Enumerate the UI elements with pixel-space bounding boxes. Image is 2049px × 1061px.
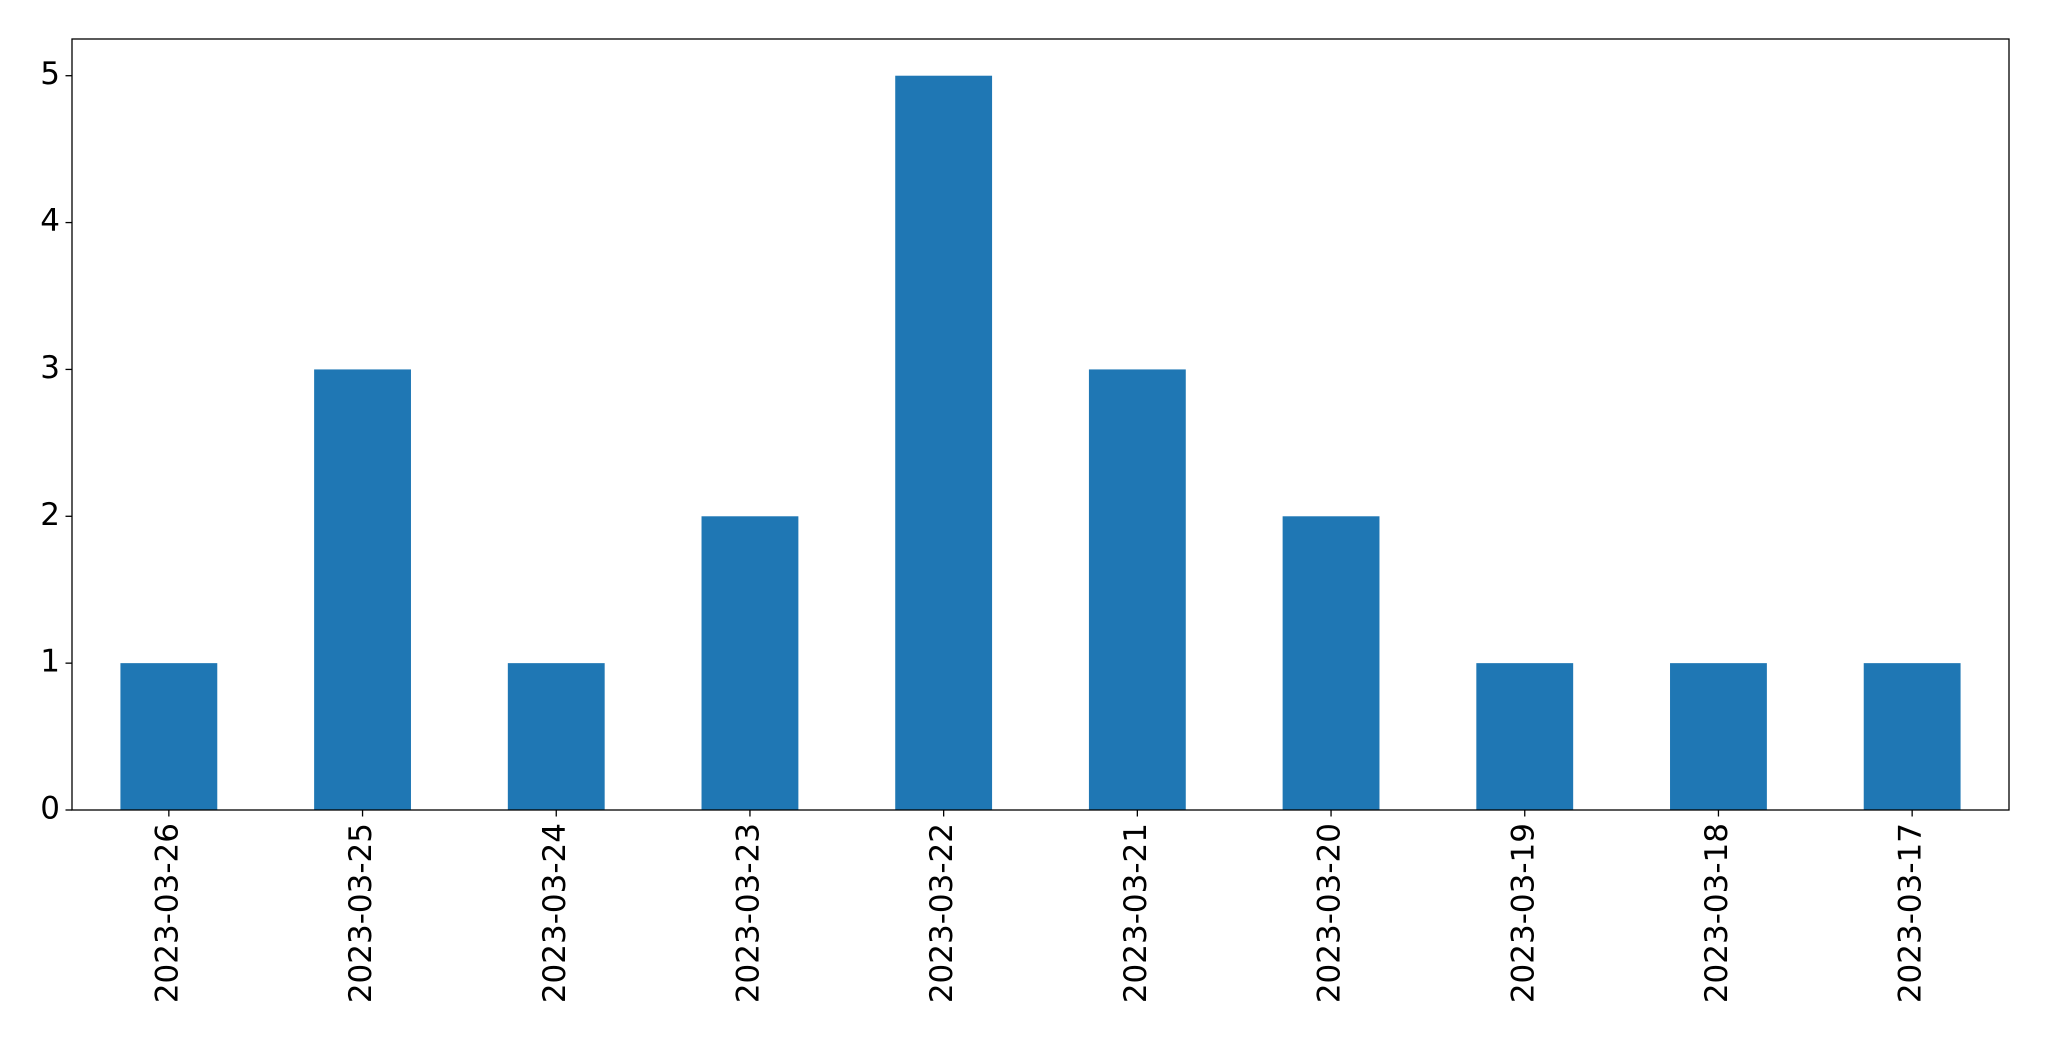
y-tick-label: 0	[40, 791, 60, 827]
y-tick-label: 2	[40, 497, 60, 533]
bar	[1282, 516, 1380, 810]
x-tick-label: 2023-03-19	[1505, 823, 1541, 1003]
x-tick-label: 2023-03-21	[1118, 823, 1154, 1003]
y-tick-label: 1	[40, 644, 60, 680]
bar	[895, 75, 993, 810]
bar	[314, 369, 411, 810]
x-tick-label: 2023-03-26	[149, 823, 185, 1003]
plot-frame	[71, 38, 2010, 811]
x-tick-label: 2023-03-20	[1312, 823, 1348, 1003]
bar	[1863, 663, 1961, 810]
y-tick-label: 5	[40, 56, 60, 92]
bar	[1670, 663, 1767, 810]
x-tick-label: 2023-03-17	[1893, 823, 1929, 1003]
bar	[507, 663, 605, 810]
bar	[1476, 663, 1574, 810]
bar	[1088, 369, 1186, 810]
x-tick-label: 2023-03-18	[1699, 823, 1735, 1003]
bar	[701, 516, 799, 810]
y-tick-label: 3	[40, 350, 60, 386]
x-tick-label: 2023-03-25	[343, 823, 379, 1003]
x-tick-label: 2023-03-23	[730, 823, 766, 1003]
x-tick-label: 2023-03-22	[924, 823, 960, 1003]
x-tick-label: 2023-03-24	[537, 823, 573, 1003]
y-tick-label: 4	[40, 203, 60, 239]
bar	[120, 663, 218, 810]
